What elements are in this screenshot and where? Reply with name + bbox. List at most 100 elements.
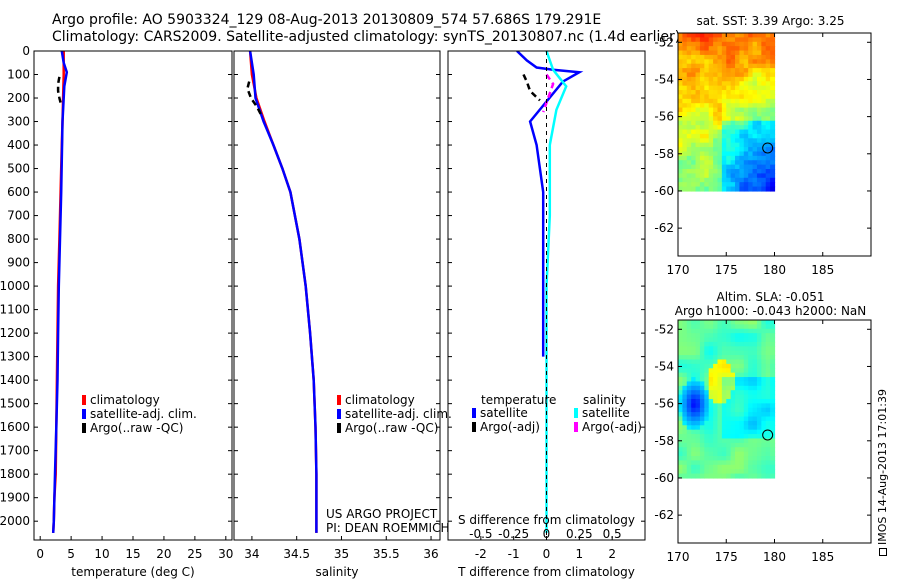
heatmap-cell (761, 390, 767, 396)
series-line-argo-raw-qc- (246, 81, 263, 116)
heatmap-cell (717, 37, 723, 43)
heatmap-cell (686, 438, 692, 444)
heatmap-cell (730, 412, 736, 418)
heatmap-cell (739, 442, 745, 448)
heatmap-cell (730, 173, 736, 179)
heatmap-cell (756, 429, 762, 435)
heatmap-cell (748, 385, 754, 391)
heatmap-cell (708, 107, 714, 113)
heatmap-cell (699, 41, 705, 47)
heatmap-cell (708, 169, 714, 175)
heatmap-cell (748, 346, 754, 352)
heatmap-cell (704, 94, 710, 100)
heatmap-cell (717, 164, 723, 170)
heatmap-cell (730, 434, 736, 440)
heatmap-cell (708, 90, 714, 96)
heatmap-cell (691, 434, 697, 440)
heatmap-cell (761, 451, 767, 457)
heatmap-cell (748, 420, 754, 426)
heatmap-cell (699, 72, 705, 78)
heatmap-cell (713, 129, 719, 135)
heatmap-cell (708, 147, 714, 153)
heatmap-cell (682, 107, 688, 113)
x-axis-label: temperature (deg C) (71, 565, 194, 579)
heatmap-cell (682, 138, 688, 144)
heatmap-cell (743, 381, 749, 387)
heatmap-cell (708, 111, 714, 117)
heatmap-cell (717, 346, 723, 352)
y-tick-label: 1800 (0, 467, 30, 481)
heatmap-cell (691, 429, 697, 435)
heatmap-cell (770, 456, 776, 462)
heatmap-cell (752, 138, 758, 144)
heatmap-cell (682, 420, 688, 426)
heatmap-cell (765, 420, 771, 426)
heatmap-cell (735, 420, 741, 426)
heatmap-cell (735, 90, 741, 96)
heatmap-cell (678, 33, 683, 38)
heatmap-cell (682, 355, 688, 361)
heatmap-cell (695, 363, 701, 369)
heatmap-cell (765, 451, 771, 457)
heatmap-cell (739, 85, 745, 91)
heatmap-cell (735, 350, 741, 356)
heatmap-cell (739, 182, 745, 188)
heatmap-cell (717, 412, 723, 418)
heatmap-cell (748, 359, 754, 365)
heatmap-cell (770, 464, 776, 470)
heatmap-cell (743, 324, 749, 330)
heatmap-cell (686, 169, 692, 175)
heatmap-cell (708, 41, 714, 47)
profile-title: Argo profile: AO 5903324_129 08-Aug-2013… (52, 12, 602, 28)
heatmap-cell (713, 111, 719, 117)
heatmap-cell (678, 460, 683, 466)
heatmap-cell (756, 425, 762, 431)
heatmap-cell (770, 63, 776, 69)
heatmap-cell (691, 33, 697, 38)
heatmap-cell (730, 46, 736, 52)
y-tick-label: 400 (7, 138, 30, 152)
x-tick-label: 1 (576, 547, 584, 561)
heatmap-cell (713, 59, 719, 65)
heatmap-cell (691, 111, 697, 117)
heatmap-cell (704, 107, 710, 113)
heatmap-cell (743, 394, 749, 400)
heatmap-cell (695, 107, 701, 113)
heatmap-cell (708, 368, 714, 374)
heatmap-cell (748, 37, 754, 43)
legend-diff-temp-sat-swatch (472, 408, 476, 418)
heatmap-cell (739, 129, 745, 135)
heatmap-cell (717, 85, 723, 91)
heatmap-cell (765, 434, 771, 440)
series-line-salinity-satellite (545, 51, 568, 533)
heatmap-cell (682, 372, 688, 378)
heatmap-cell (713, 107, 719, 113)
heatmap-cell (686, 94, 692, 100)
heatmap-cell (678, 133, 683, 139)
heatmap-cell (721, 420, 727, 426)
heatmap-cell (765, 469, 771, 475)
heatmap-cell (686, 469, 692, 475)
heatmap-cell (713, 407, 719, 413)
heatmap-cell (704, 464, 710, 470)
heatmap-cell (691, 337, 697, 343)
heatmap-cell (691, 390, 697, 396)
heatmap-cell (743, 59, 749, 65)
map-y-tick-label: -56 (654, 397, 674, 411)
heatmap-cell (765, 116, 771, 122)
heatmap-cell (682, 85, 688, 91)
heatmap-cell (743, 94, 749, 100)
heatmap-cell (699, 390, 705, 396)
heatmap-cell (765, 50, 771, 56)
heatmap-cell (730, 50, 736, 56)
heatmap-cell (713, 403, 719, 409)
heatmap-cell (682, 90, 688, 96)
heatmap-cell (770, 98, 776, 104)
heatmap-cell (743, 33, 749, 38)
heatmap-cell (699, 98, 705, 104)
heatmap-cell (770, 107, 776, 113)
heatmap-cell (739, 447, 745, 453)
heatmap-cell (756, 41, 762, 47)
heatmap-cell (678, 63, 683, 69)
heatmap-cell (761, 103, 767, 109)
